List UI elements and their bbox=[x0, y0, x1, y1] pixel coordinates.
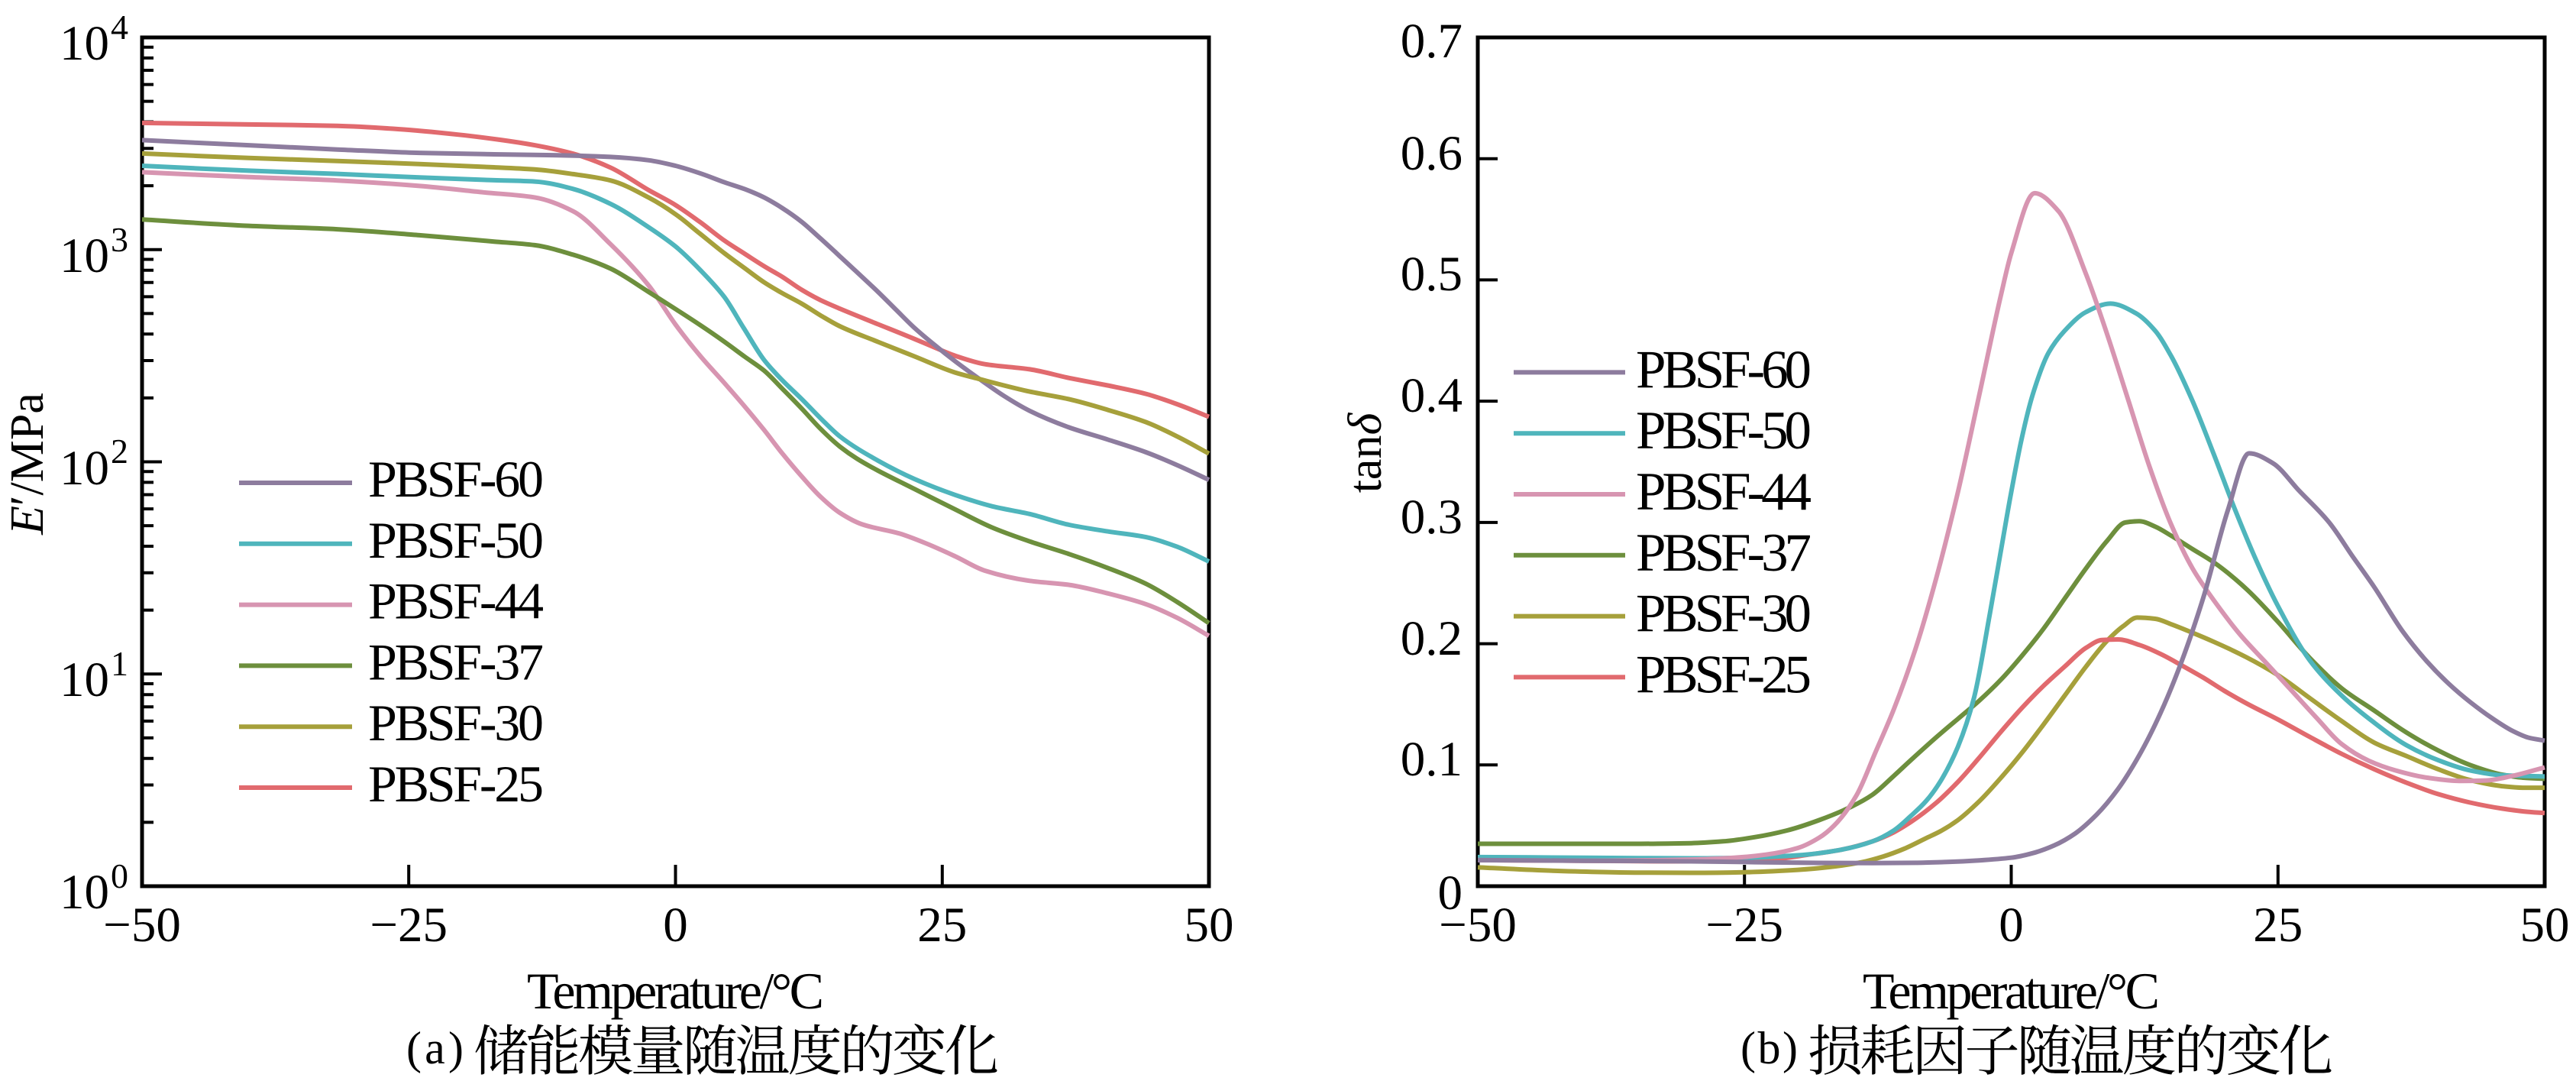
svg-text:PBSF-44: PBSF-44 bbox=[1636, 462, 1812, 522]
svg-text:PBSF-37: PBSF-37 bbox=[368, 633, 544, 691]
svg-text:3: 3 bbox=[111, 220, 128, 259]
svg-text:Temperature/°C: Temperature/°C bbox=[527, 962, 824, 1020]
svg-text:−50: −50 bbox=[1439, 898, 1517, 953]
svg-text:25: 25 bbox=[2253, 898, 2303, 953]
svg-text:50: 50 bbox=[2520, 898, 2570, 953]
svg-text:10: 10 bbox=[60, 865, 109, 920]
svg-text:50: 50 bbox=[1185, 898, 1234, 953]
svg-text:Temperature/°C: Temperature/°C bbox=[1863, 962, 2160, 1020]
svg-text:PBSF-30: PBSF-30 bbox=[1636, 584, 1812, 644]
svg-text:0.6: 0.6 bbox=[1401, 126, 1463, 181]
svg-text:0: 0 bbox=[1999, 898, 2024, 953]
svg-text:PBSF-37: PBSF-37 bbox=[1636, 523, 1812, 583]
svg-text:−25: −25 bbox=[370, 898, 448, 953]
svg-text:10: 10 bbox=[60, 441, 109, 496]
svg-text:25: 25 bbox=[917, 898, 967, 953]
svg-text:1: 1 bbox=[111, 644, 128, 683]
svg-text:0.7: 0.7 bbox=[1401, 14, 1463, 69]
svg-text:0.4: 0.4 bbox=[1401, 368, 1463, 423]
svg-text:0.3: 0.3 bbox=[1401, 490, 1463, 545]
svg-text:PBSF-50: PBSF-50 bbox=[1636, 401, 1812, 461]
svg-text:PBSF-60: PBSF-60 bbox=[368, 450, 544, 508]
svg-text:10: 10 bbox=[60, 228, 109, 283]
svg-text:0.2: 0.2 bbox=[1401, 611, 1463, 666]
svg-text:E′/MPa: E′/MPa bbox=[2, 393, 53, 536]
svg-text:(a): (a) bbox=[406, 1023, 464, 1073]
svg-text:tanδ: tanδ bbox=[1340, 413, 1391, 494]
svg-text:PBSF-25: PBSF-25 bbox=[368, 755, 544, 813]
svg-text:4: 4 bbox=[111, 8, 128, 47]
svg-text:PBSF-60: PBSF-60 bbox=[1636, 340, 1812, 400]
svg-text:(b): (b) bbox=[1740, 1023, 1798, 1073]
svg-text:−25: −25 bbox=[1705, 898, 1783, 953]
svg-text:PBSF-50: PBSF-50 bbox=[368, 511, 544, 569]
svg-text:−50: −50 bbox=[103, 898, 181, 953]
svg-text:PBSF-44: PBSF-44 bbox=[368, 572, 544, 630]
svg-text:10: 10 bbox=[60, 16, 109, 71]
svg-text:PBSF-30: PBSF-30 bbox=[368, 694, 544, 752]
svg-text:2: 2 bbox=[111, 432, 128, 471]
svg-text:0: 0 bbox=[1438, 866, 1463, 921]
svg-text:0.1: 0.1 bbox=[1401, 732, 1463, 787]
svg-text:0: 0 bbox=[111, 856, 128, 895]
svg-text:0.5: 0.5 bbox=[1401, 247, 1463, 302]
svg-text:10: 10 bbox=[60, 652, 109, 707]
svg-text:PBSF-25: PBSF-25 bbox=[1636, 645, 1812, 704]
svg-text:0: 0 bbox=[663, 898, 688, 953]
